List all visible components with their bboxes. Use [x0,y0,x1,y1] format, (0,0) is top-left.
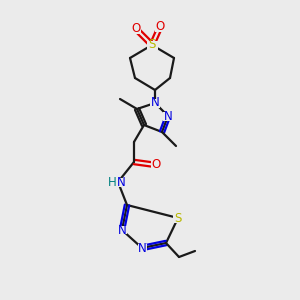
Text: H: H [108,176,116,188]
Text: O: O [152,158,160,172]
Text: S: S [174,212,182,224]
Text: N: N [138,242,146,254]
Text: N: N [117,176,125,188]
FancyBboxPatch shape [163,112,173,121]
FancyBboxPatch shape [118,226,127,234]
FancyBboxPatch shape [173,214,183,223]
FancyBboxPatch shape [131,25,141,34]
Text: N: N [151,97,159,110]
FancyBboxPatch shape [146,40,158,50]
FancyBboxPatch shape [155,22,165,32]
Text: O: O [155,20,165,34]
Text: N: N [118,224,126,236]
FancyBboxPatch shape [150,98,160,107]
Text: N: N [164,110,172,122]
Text: S: S [148,38,156,52]
FancyBboxPatch shape [110,178,126,187]
Text: O: O [131,22,141,35]
FancyBboxPatch shape [151,160,161,169]
FancyBboxPatch shape [137,244,146,252]
